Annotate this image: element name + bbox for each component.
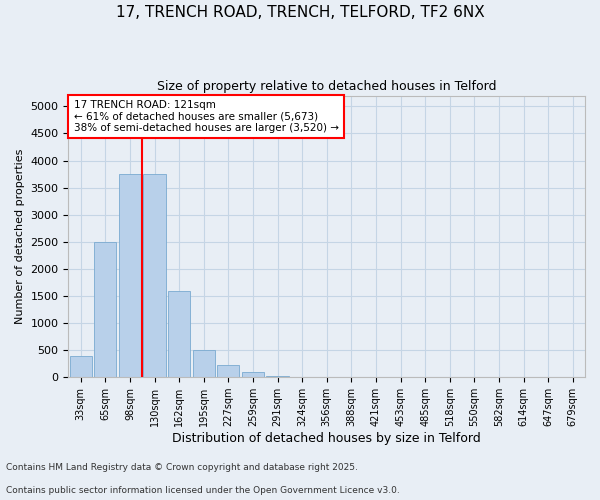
Bar: [266, 376, 289, 377]
Bar: [168, 290, 190, 377]
Title: Size of property relative to detached houses in Telford: Size of property relative to detached ho…: [157, 80, 496, 93]
Text: 17, TRENCH ROAD, TRENCH, TELFORD, TF2 6NX: 17, TRENCH ROAD, TRENCH, TELFORD, TF2 6N…: [116, 5, 484, 20]
Bar: [119, 174, 141, 377]
Text: 17 TRENCH ROAD: 121sqm
← 61% of detached houses are smaller (5,673)
38% of semi-: 17 TRENCH ROAD: 121sqm ← 61% of detached…: [74, 100, 338, 133]
Text: Contains public sector information licensed under the Open Government Licence v3: Contains public sector information licen…: [6, 486, 400, 495]
Bar: [70, 356, 92, 377]
X-axis label: Distribution of detached houses by size in Telford: Distribution of detached houses by size …: [172, 432, 481, 445]
Bar: [193, 350, 215, 377]
Bar: [242, 372, 264, 377]
Text: Contains HM Land Registry data © Crown copyright and database right 2025.: Contains HM Land Registry data © Crown c…: [6, 464, 358, 472]
Bar: [94, 242, 116, 377]
Bar: [143, 174, 166, 377]
Y-axis label: Number of detached properties: Number of detached properties: [15, 148, 25, 324]
Bar: [217, 366, 239, 377]
